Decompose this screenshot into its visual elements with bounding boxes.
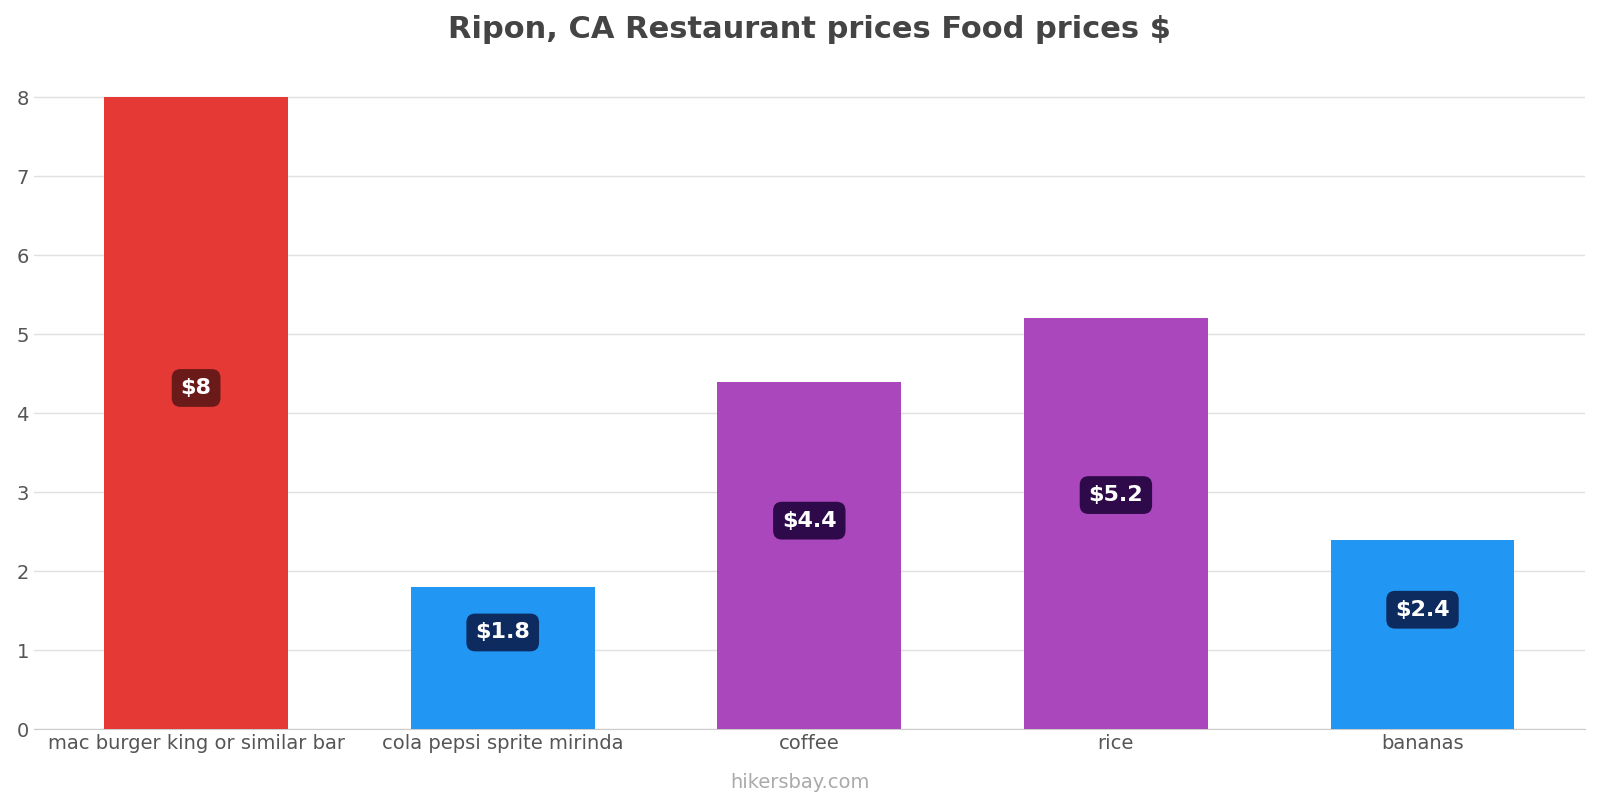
Text: $5.2: $5.2 [1088, 485, 1144, 505]
Text: $1.8: $1.8 [475, 622, 530, 642]
Bar [411, 587, 595, 729]
Bar [1331, 540, 1515, 729]
Bar [104, 98, 288, 729]
Text: $8: $8 [181, 378, 211, 398]
Text: $4.4: $4.4 [782, 510, 837, 530]
Text: $2.4: $2.4 [1395, 600, 1450, 620]
Bar [1024, 318, 1208, 729]
Title: Ripon, CA Restaurant prices Food prices $: Ripon, CA Restaurant prices Food prices … [448, 15, 1171, 44]
Text: hikersbay.com: hikersbay.com [730, 773, 870, 792]
Bar [717, 382, 901, 729]
